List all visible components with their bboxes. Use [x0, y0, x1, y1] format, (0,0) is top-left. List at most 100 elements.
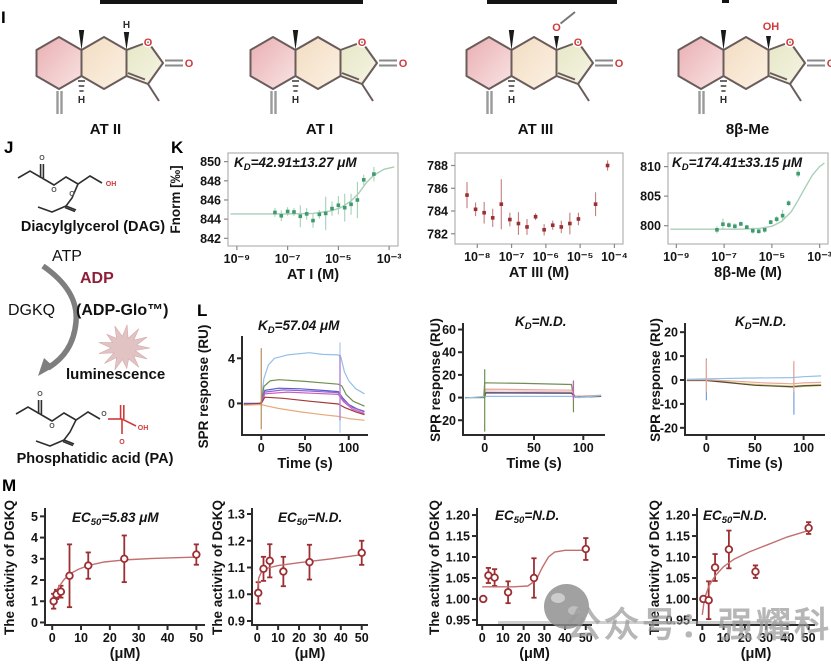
- axis-text: 782: [427, 227, 448, 241]
- panel-label-k: K: [171, 138, 184, 157]
- axis-text: -20: [438, 414, 456, 428]
- data-point: [529, 573, 539, 583]
- compound-label: AT I: [305, 121, 334, 138]
- axis-text: 842: [200, 232, 221, 246]
- plot-k-at3: 788 786 784 782 10⁻⁸ 10⁻⁷ 10⁻⁶ 10⁻⁵ 10⁻⁴ AT III (…: [427, 152, 628, 281]
- kd-annotation: EC50=5.83 μM: [72, 510, 159, 528]
- spr-trace: [260, 389, 365, 413]
- axis-text: 100: [338, 441, 359, 455]
- data-point: [317, 212, 322, 217]
- data-point: [559, 225, 564, 229]
- data-point: [751, 567, 760, 576]
- axis-text: 10⁻⁸: [464, 250, 491, 264]
- phosphate-oh-label: OH: [138, 425, 149, 432]
- axis-text: Fnorm [‰]: [168, 165, 183, 233]
- axis-text: 1.20: [666, 509, 690, 523]
- spr-trace: [260, 391, 365, 415]
- axis-text: 810: [640, 160, 661, 174]
- data-point: [576, 217, 581, 221]
- plot-k-8bme: 810 805 800 10⁻⁹ 10⁻⁷ 10⁻⁵ 10⁻³ 8β-Me (M) KD=174…: [640, 152, 831, 281]
- axis-text: 8β-Me (M): [714, 265, 782, 281]
- data-point: [254, 588, 263, 598]
- data-point: [298, 214, 303, 219]
- axis-text: 786: [427, 182, 448, 196]
- axis-text: 10⁻⁷: [711, 250, 737, 264]
- kd-annotation: KD=42.91±13.27 μM: [234, 155, 357, 173]
- data-point: [704, 596, 713, 605]
- axis-text: SPR response (RU): [428, 318, 443, 442]
- kd-annotation: EC50=N.D.: [495, 508, 559, 526]
- axis-text: The activity of DGKQ: [427, 500, 442, 635]
- fit-curve: [256, 554, 362, 595]
- data-point: [804, 523, 813, 533]
- data-point: [355, 198, 360, 202]
- data-point: [796, 171, 800, 176]
- spr-trace: [243, 352, 365, 406]
- data-point: [525, 225, 529, 229]
- axis-text: 0: [31, 616, 38, 630]
- data-point: [304, 212, 309, 216]
- data-point: [721, 222, 725, 227]
- hydroxyl-label: OH: [106, 181, 117, 188]
- data-point: [745, 225, 749, 229]
- axis-text: 800: [640, 219, 661, 233]
- data-point: [516, 221, 521, 226]
- crop-artifact-bar: [722, 0, 729, 3]
- axis-text: 10⁻⁴: [601, 250, 628, 264]
- data-point: [593, 202, 598, 206]
- data-point: [727, 223, 731, 227]
- atom-label: O: [101, 411, 107, 418]
- compound-2: O O H AT I: [232, 4, 409, 138]
- svg-text:H: H: [720, 95, 727, 106]
- axis-text: 784: [427, 205, 448, 219]
- compound-3: O O H O AT III: [448, 4, 625, 138]
- compound-structure-at1: O O H: [249, 30, 409, 114]
- axis-text: 0: [671, 374, 678, 388]
- axis-text: 3: [31, 552, 38, 566]
- axis-text: 0: [479, 631, 486, 645]
- data-point: [84, 561, 93, 570]
- data-point: [739, 222, 743, 226]
- axis-text: 30: [537, 631, 551, 645]
- axis-text: 30: [759, 631, 773, 645]
- axis-text: 1.10: [666, 551, 690, 565]
- data-point: [605, 163, 610, 168]
- data-point: [786, 201, 791, 206]
- svg-text:O: O: [615, 58, 624, 70]
- spr-trace: [243, 403, 365, 421]
- axis-text: The activity of DGKQ: [647, 500, 662, 635]
- data-point: [490, 573, 499, 582]
- data-point: [342, 205, 347, 210]
- data-point: [780, 213, 785, 218]
- plot-l-spr1: 4 0 0 50 100 Time (s) SPR response (RU) KD=57.0…: [196, 318, 368, 472]
- axis-text: The activity of DGKQ: [2, 500, 17, 635]
- axis-text: 1.1: [228, 561, 245, 575]
- data-point: [279, 567, 288, 576]
- data-point: [533, 214, 538, 219]
- luminescence-label: luminescence: [66, 366, 166, 383]
- svg-text:H: H: [123, 20, 130, 31]
- compound-label: 8β-Me: [725, 121, 770, 138]
- spr-trace: [686, 375, 822, 380]
- atom-label: O: [39, 155, 45, 162]
- axis-text: -10: [660, 397, 678, 411]
- data-point: [65, 571, 74, 580]
- axis-text: 10: [664, 350, 678, 364]
- axis-text: AT III (M): [509, 265, 569, 281]
- axis-text: 1.05: [666, 571, 690, 585]
- reaction-arrow: [38, 263, 79, 376]
- axis-text: 50: [802, 631, 816, 645]
- data-point: [581, 544, 590, 554]
- axis-text: 1.00: [446, 592, 470, 606]
- crop-artifact-bar: [100, 0, 363, 4]
- axis-text: 10: [496, 631, 510, 645]
- atom-label: O: [37, 391, 43, 398]
- axis-text: 805: [640, 190, 661, 204]
- svg-text:O: O: [552, 22, 561, 34]
- atom-label: O: [119, 439, 125, 446]
- axis-text: 30: [313, 631, 327, 645]
- axis-text: 10⁻³: [807, 250, 831, 264]
- axis-text: 10⁻³: [377, 252, 402, 266]
